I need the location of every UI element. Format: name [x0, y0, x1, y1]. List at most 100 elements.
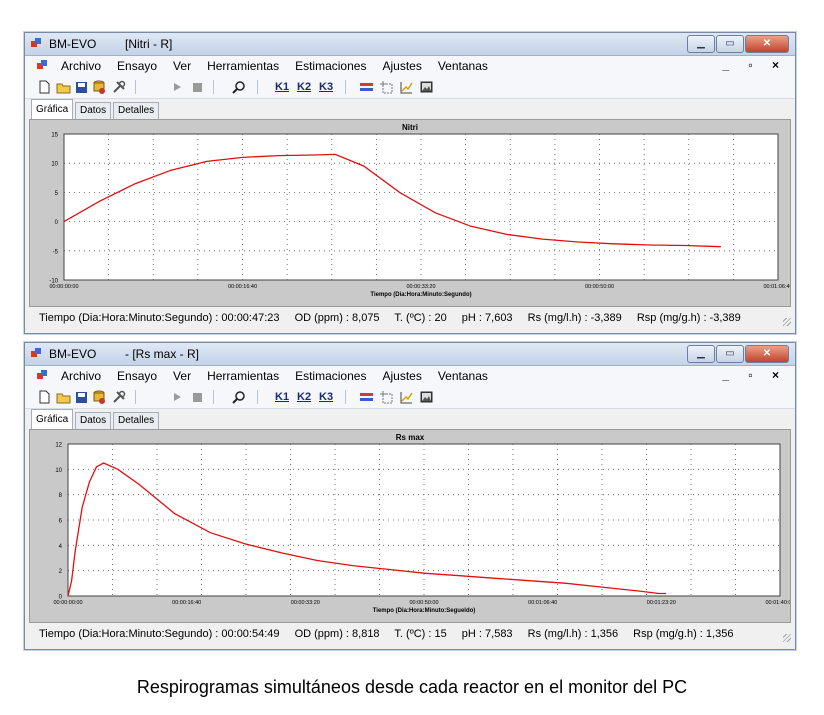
- save-icon[interactable]: [73, 79, 89, 95]
- menu-ver[interactable]: Ver: [173, 59, 192, 73]
- x-tick-label: 00:01:06:40: [528, 600, 557, 606]
- chart-icon[interactable]: [399, 389, 413, 405]
- mdi-window-controls[interactable]: _ ▫ ×: [722, 368, 787, 382]
- k3-button[interactable]: K3: [319, 79, 333, 95]
- y-tick-label: 4: [59, 544, 63, 550]
- crosshair-icon[interactable]: [379, 79, 393, 95]
- menu-herramientas[interactable]: Herramientas: [207, 369, 280, 383]
- chart-rs-max[interactable]: 0 2 4 6 8 10 12 00:00:00:00 00:00:16:40 00:00:33:…: [30, 430, 790, 622]
- k3-button[interactable]: K3: [319, 389, 333, 405]
- k2-button[interactable]: K2: [297, 389, 311, 405]
- stop-icon[interactable]: [191, 79, 203, 95]
- crosshair-icon[interactable]: [379, 389, 393, 405]
- menu-estimaciones[interactable]: Estimaciones: [295, 59, 367, 73]
- play-icon[interactable]: [171, 79, 183, 95]
- title-bar[interactable]: BM-EVO [Nitri - R] ▁ ▭ ✕: [25, 33, 795, 56]
- legend-icon[interactable]: [359, 389, 373, 405]
- menu-archivo[interactable]: Archivo: [61, 369, 102, 383]
- save-icon[interactable]: [73, 389, 89, 405]
- chart-title: Nitri: [402, 123, 418, 132]
- k1-button[interactable]: K1: [275, 389, 289, 405]
- toolbar-separator: [257, 80, 258, 94]
- toolbar-separator: [257, 390, 258, 404]
- y-tick-label: 10: [51, 162, 58, 168]
- new-file-icon[interactable]: [37, 389, 51, 405]
- mdi-window-controls[interactable]: _ ▫ ×: [722, 58, 787, 72]
- tab-grafica[interactable]: Gráfica: [31, 409, 74, 429]
- menu-ajustes[interactable]: Ajustes: [382, 369, 422, 383]
- document-icon[interactable]: [37, 370, 48, 381]
- play-icon[interactable]: [171, 389, 183, 405]
- tab-datos[interactable]: Datos: [75, 102, 112, 119]
- title-bar[interactable]: BM-EVO - [Rs max - R] ▁ ▭ ✕: [25, 343, 795, 366]
- resize-grip[interactable]: [783, 318, 791, 326]
- y-tick-label: 10: [55, 468, 62, 474]
- stop-icon[interactable]: [191, 389, 203, 405]
- maximize-button[interactable]: ▭: [716, 345, 744, 363]
- resize-grip[interactable]: [783, 634, 791, 642]
- menu-ventanas[interactable]: Ventanas: [437, 59, 488, 73]
- database-icon[interactable]: [91, 79, 107, 95]
- window-rs-max: BM-EVO - [Rs max - R] ▁ ▭ ✕ Archivo Ensa…: [24, 342, 796, 650]
- minimize-button[interactable]: ▁: [687, 35, 715, 53]
- open-folder-icon[interactable]: [55, 79, 71, 95]
- menu-ventanas[interactable]: Ventanas: [437, 369, 488, 383]
- k1-label: K1: [275, 81, 290, 93]
- tab-detalles[interactable]: Detalles: [113, 102, 160, 119]
- status-bar: Tiempo (Dia:Hora:Minuto:Segundo) : 00:00…: [25, 307, 795, 329]
- y-tick-label: 8: [59, 493, 63, 499]
- plot-area: [63, 133, 779, 281]
- menu-herramientas[interactable]: Herramientas: [207, 59, 280, 73]
- legend-icon[interactable]: [359, 79, 373, 95]
- tab-detalles[interactable]: Detalles: [113, 412, 160, 429]
- menu-ensayo[interactable]: Ensayo: [117, 369, 158, 383]
- status-temp: T. (ºC) : 20: [394, 312, 447, 324]
- app-title: BM-EVO: [49, 37, 97, 51]
- tools-icon[interactable]: [111, 79, 127, 95]
- chart-nitri[interactable]: -10 -5 0 5 10 15 00:00:00:00 00:00:16:40 00:00:3…: [30, 120, 790, 306]
- x-tick-label: 00:00:00:00: [49, 284, 78, 290]
- series-line: [67, 462, 667, 597]
- toolbar: K1 K2 K3: [25, 386, 795, 409]
- database-icon[interactable]: [91, 389, 107, 405]
- toolbar-separator: [135, 390, 136, 404]
- x-tick-label: 00:00:50:00: [409, 600, 438, 606]
- status-od: OD (ppm) : 8,818: [294, 628, 380, 640]
- menu-ajustes[interactable]: Ajustes: [382, 59, 422, 73]
- x-tick-label: 00:00:16:40: [228, 284, 257, 290]
- close-button[interactable]: ✕: [745, 35, 789, 53]
- document-icon[interactable]: [37, 60, 48, 71]
- toolbar-separator: [213, 80, 214, 94]
- new-file-icon[interactable]: [37, 79, 51, 95]
- k2-button[interactable]: K2: [297, 79, 311, 95]
- minimize-button[interactable]: ▁: [687, 345, 715, 363]
- toolbar-separator: [135, 80, 136, 94]
- k2-label: K2: [297, 391, 312, 403]
- menu-ver[interactable]: Ver: [173, 369, 192, 383]
- y-tick-label: 15: [51, 133, 58, 139]
- y-tick-label: 12: [55, 443, 62, 449]
- tab-datos[interactable]: Datos: [75, 412, 112, 429]
- menu-ensayo[interactable]: Ensayo: [117, 59, 158, 73]
- magnifier-icon[interactable]: [231, 389, 247, 405]
- magnifier-icon[interactable]: [231, 79, 247, 95]
- image-icon[interactable]: [419, 79, 433, 95]
- close-button[interactable]: ✕: [745, 345, 789, 363]
- x-tick-label: 00:01:06:40: [763, 284, 790, 290]
- toolbar-separator: [345, 80, 346, 94]
- x-tick-label: 00:00:00:00: [53, 600, 82, 606]
- menu-archivo[interactable]: Archivo: [61, 59, 102, 73]
- chart-icon[interactable]: [399, 79, 413, 95]
- tab-grafica[interactable]: Gráfica: [31, 99, 74, 119]
- maximize-button[interactable]: ▭: [716, 35, 744, 53]
- status-rsp: Rsp (mg/g.h) : -3,389: [636, 312, 741, 324]
- x-tick-label: 00:01:40:00: [765, 600, 790, 606]
- status-rsp: Rsp (mg/g.h) : 1,356: [633, 628, 734, 640]
- menu-estimaciones[interactable]: Estimaciones: [295, 369, 367, 383]
- k1-button[interactable]: K1: [275, 79, 289, 95]
- tools-icon[interactable]: [111, 389, 127, 405]
- window-nitri: BM-EVO [Nitri - R] ▁ ▭ ✕ Archivo Ensayo …: [24, 32, 796, 334]
- status-rs: Rs (mg/l.h) : 1,356: [527, 628, 619, 640]
- open-folder-icon[interactable]: [55, 389, 71, 405]
- image-icon[interactable]: [419, 389, 433, 405]
